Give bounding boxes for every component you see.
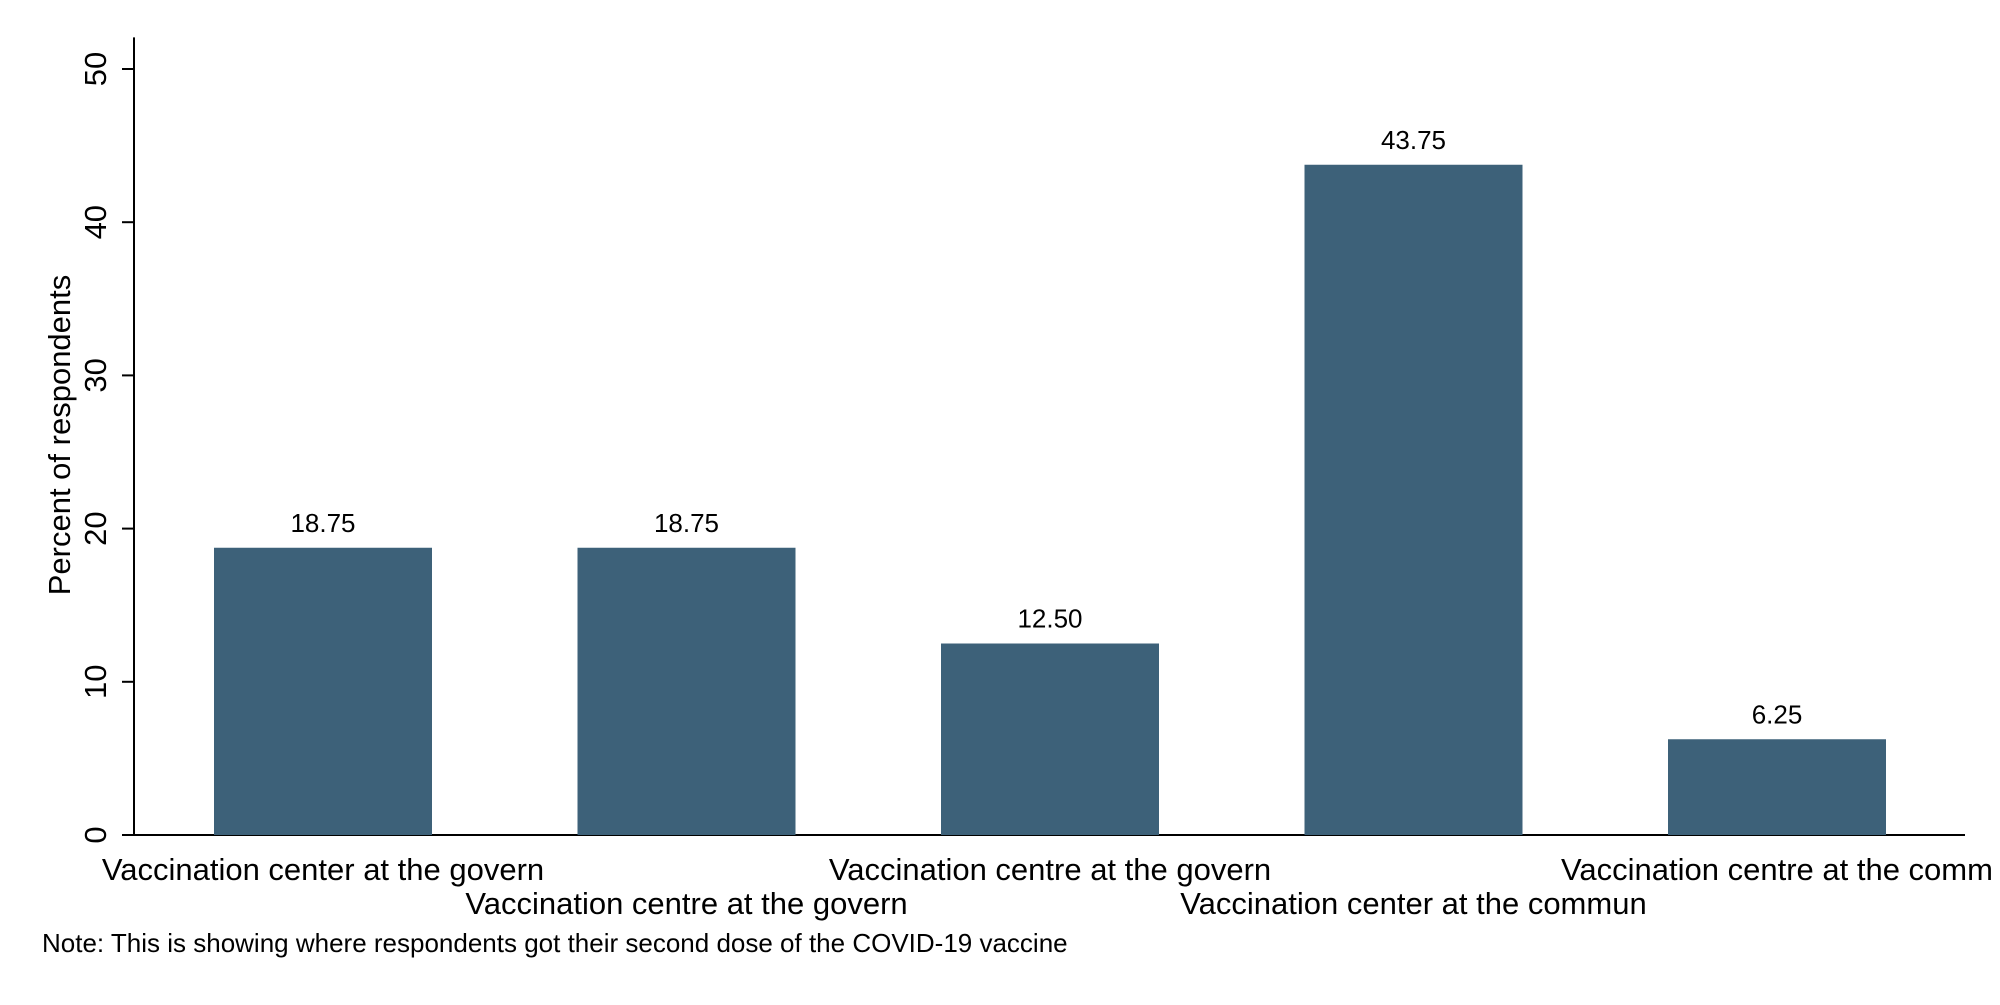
- x-tick-label: Vaccination center at the commun: [1180, 886, 1646, 921]
- category-labels: Vaccination center at the governVaccinat…: [102, 852, 1993, 921]
- bar-value-label: 43.75: [1381, 125, 1446, 155]
- x-tick-label: Vaccination centre at the govern: [829, 852, 1271, 887]
- bar-value-label: 12.50: [1017, 604, 1082, 634]
- bar-value-labels: 18.75 18.75 12.50 43.75 6.25: [290, 125, 1802, 730]
- bar-value-label: 6.25: [1752, 699, 1803, 729]
- x-tick-label: Vaccination center at the govern: [102, 852, 544, 887]
- y-axis: 0 10 20 30 40 50: [78, 37, 135, 844]
- chart-note: Note: This is showing where respondents …: [42, 928, 1068, 958]
- bar: [1304, 164, 1523, 835]
- bar: [941, 643, 1159, 835]
- y-tick-label: 30: [78, 358, 113, 392]
- x-tick-label: Vaccination centre at the govern: [465, 886, 907, 921]
- bar: [214, 547, 432, 835]
- bar: [577, 547, 796, 835]
- y-tick-label: 50: [78, 52, 113, 86]
- y-axis-label: Percent of respondents: [42, 275, 77, 596]
- bar-value-label: 18.75: [290, 508, 355, 538]
- y-tick-label: 0: [78, 826, 113, 843]
- x-tick-label: Vaccination centre at the comm: [1561, 852, 1993, 887]
- bar: [1668, 739, 1886, 835]
- bars: [214, 164, 1886, 835]
- bar-value-label: 18.75: [654, 508, 719, 538]
- y-tick-label: 20: [78, 511, 113, 545]
- y-tick-label: 40: [78, 205, 113, 239]
- y-tick-label: 10: [78, 665, 113, 699]
